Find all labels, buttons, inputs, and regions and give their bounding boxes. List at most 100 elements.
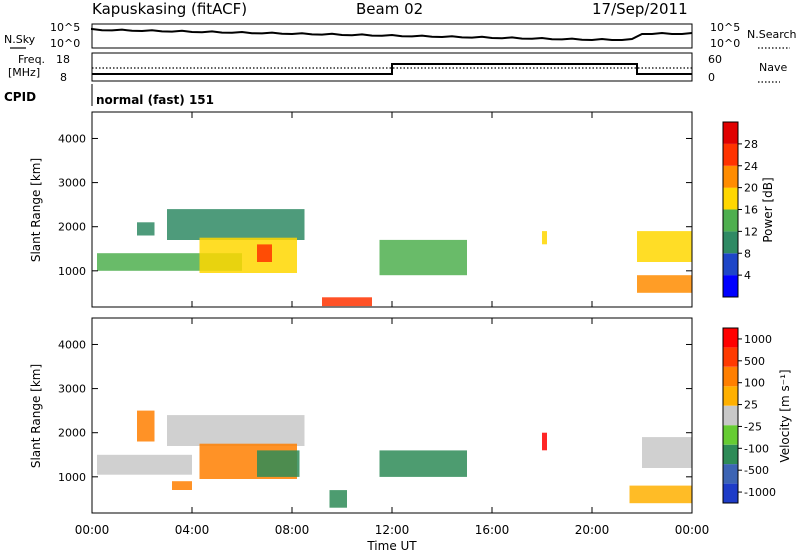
power-yaxis: 1000 2000 3000 4000 — [58, 132, 692, 278]
nsearch-tick-low: 10^0 — [710, 37, 740, 50]
colorbar-tick-label: 1000 — [744, 333, 772, 346]
colorbar-swatch — [723, 275, 738, 297]
ytick-label: 3000 — [58, 383, 86, 396]
colorbar-tick-label: 24 — [744, 160, 758, 173]
nsky-tick-high: 10^5 — [50, 21, 80, 34]
echo-region — [137, 410, 155, 442]
echo-region — [167, 415, 305, 446]
colorbar-swatch — [723, 231, 738, 254]
noise-strip-frame — [91, 23, 693, 49]
velocity-yaxis: 1000 2000 3000 4000 — [58, 338, 692, 484]
echo-region — [329, 490, 347, 508]
station-title: Kapuskasing (fitACF) — [92, 0, 247, 18]
freq-tick-high: 18 — [56, 53, 70, 66]
ytick-label: 4000 — [58, 132, 86, 145]
echo-region — [637, 231, 692, 262]
colorbar-swatch — [723, 425, 738, 445]
cpid-label: CPID — [4, 90, 36, 104]
colorbar-swatch — [723, 464, 738, 484]
colorbar-tick-label: 16 — [744, 204, 758, 217]
ytick-label: 1000 — [58, 265, 86, 278]
nsearch-tick-high: 10^5 — [710, 21, 740, 34]
freq-unit: [MHz] — [8, 66, 40, 79]
colorbar-tick-label: 500 — [744, 355, 765, 368]
colorbar-swatch — [723, 253, 738, 276]
beam-title: Beam 02 — [356, 0, 423, 18]
nave-tick-high: 60 — [708, 53, 722, 66]
echo-region — [137, 222, 155, 236]
xtick-label: 20:00 — [575, 523, 610, 537]
colorbar-tick-label: 20 — [744, 182, 758, 195]
colorbar-swatch — [723, 165, 738, 188]
colorbar-tick-label: 12 — [744, 225, 758, 238]
colorbar-swatch — [723, 444, 738, 465]
noise-sky-line — [91, 27, 693, 42]
power-ylabel: Slant Range [km] — [29, 158, 43, 262]
colorbar-swatch — [723, 143, 738, 166]
echo-region — [642, 437, 692, 468]
velocity-echoes — [97, 410, 692, 508]
colorbar-tick-label: 100 — [744, 377, 765, 390]
echo-region — [257, 450, 300, 477]
freq-line — [92, 63, 692, 75]
ytick-label: 4000 — [58, 338, 86, 351]
velocity-panel: 1000 2000 3000 4000 Slant Range [km] 1000 50… — [29, 317, 792, 514]
ytick-label: 2000 — [58, 221, 86, 234]
date-title: 17/Sep/2011 — [592, 0, 688, 18]
colorbar-tick-label: 4 — [744, 269, 751, 282]
colorbar-swatch — [723, 386, 738, 406]
echo-region — [379, 450, 467, 477]
echo-region — [629, 485, 692, 504]
colorbar-swatch — [723, 187, 738, 210]
colorbar-tick-label: -500 — [744, 464, 769, 477]
echo-region — [637, 275, 692, 293]
echo-region — [167, 209, 305, 240]
ytick-label: 1000 — [58, 471, 86, 484]
colorbar-tick-label: 28 — [744, 138, 758, 151]
echo-region — [257, 244, 272, 262]
colorbar-swatch — [723, 347, 738, 367]
velocity-colorbar: 1000 500 100 25 -25 -100 -500 -1000 — [722, 327, 776, 504]
nsky-tick-low: 10^0 — [50, 37, 80, 50]
power-echoes — [97, 209, 692, 307]
colorbar-swatch — [723, 328, 738, 348]
ytick-label: 3000 — [58, 177, 86, 190]
nsky-label: N.Sky — [4, 33, 36, 46]
colorbar-swatch — [723, 405, 738, 426]
velocity-ylabel: Slant Range [km] — [29, 364, 43, 468]
colorbar-swatch — [723, 122, 738, 144]
power-colorbar-label: Power [dB] — [761, 177, 775, 242]
colorbar-swatch — [723, 366, 738, 387]
echo-region — [199, 237, 297, 273]
xtick-label: 12:00 — [375, 523, 410, 537]
freq-label: Freq. — [18, 53, 45, 66]
xtick-label: 16:00 — [475, 523, 510, 537]
xtick-label: 00:00 — [675, 523, 710, 537]
colorbar-tick-label: -1000 — [744, 486, 776, 499]
time-axis-label: Time UT — [366, 539, 417, 553]
nsearch-label: N.Search — [747, 28, 797, 41]
echo-region — [542, 432, 547, 451]
nave-label: Nave — [759, 61, 787, 74]
nave-tick-low: 0 — [708, 71, 715, 84]
xtick-label: 04:00 — [175, 523, 210, 537]
echo-region — [97, 454, 192, 475]
ytick-label: 2000 — [58, 427, 86, 440]
colorbar-swatch — [723, 483, 738, 503]
xtick-label: 00:00 — [75, 523, 110, 537]
colorbar-tick-label: 25 — [744, 399, 758, 412]
noise-strip: N.Sky 10^5 10^0 10^5 10^0 N.Search — [4, 21, 797, 50]
colorbar-tick-label: -100 — [744, 442, 769, 455]
xtick-label: 08:00 — [275, 523, 310, 537]
echo-region — [172, 481, 192, 490]
cpid-value: normal (fast) 151 — [96, 93, 214, 107]
colorbar-frame — [722, 327, 739, 504]
power-colorbar: 4 8 12 16 20 24 28 — [722, 121, 758, 298]
echo-region — [322, 297, 372, 307]
freq-tick-low: 8 — [60, 71, 67, 84]
time-axis: 00:00 04:00 08:00 12:00 16:00 20:00 00:00 — [75, 112, 710, 537]
freq-strip-frame — [91, 52, 693, 82]
velocity-colorbar-label: Velocity [m s⁻¹] — [778, 369, 792, 462]
colorbar-tick-label: 8 — [744, 247, 751, 260]
